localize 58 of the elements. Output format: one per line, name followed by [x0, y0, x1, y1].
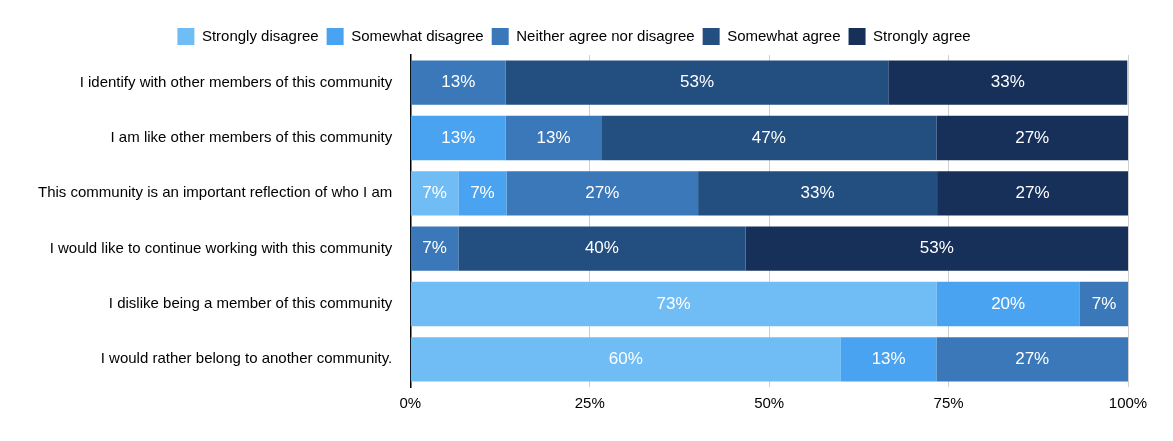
legend-label: Neither agree nor disagree [516, 26, 695, 44]
bar [1079, 281, 1128, 327]
bar [936, 337, 1128, 382]
x-tick-label: 75% [933, 394, 964, 412]
bar [506, 171, 699, 216]
bar [410, 171, 459, 216]
bar [888, 60, 1128, 105]
y-tick-label: I am like other members of this community [110, 128, 393, 146]
bar [937, 171, 1128, 216]
data-label: 7% [422, 238, 447, 258]
bar [840, 337, 937, 382]
x-tick-label: 0% [399, 394, 422, 412]
bar [458, 226, 746, 271]
data-label: 53% [680, 72, 715, 92]
bar [410, 226, 459, 271]
data-label: 13% [536, 127, 571, 147]
data-label: 27% [1015, 127, 1050, 147]
data-label: 60% [608, 349, 643, 369]
x-tick-label: 50% [754, 394, 785, 412]
bar [458, 171, 507, 216]
bar [698, 171, 938, 216]
bar [410, 281, 937, 327]
data-label: 27% [1015, 349, 1050, 369]
y-tick-label: This community is an important reflection of who I am [37, 183, 393, 201]
data-label: 13% [441, 127, 476, 147]
data-label: 53% [919, 238, 954, 258]
bar [936, 115, 1128, 161]
bar [505, 60, 889, 105]
data-label: 7% [422, 183, 447, 203]
data-label: 40% [584, 238, 619, 258]
data-label: 20% [991, 293, 1026, 313]
bar [745, 226, 1128, 271]
bar [601, 115, 937, 161]
bar [505, 115, 602, 161]
x-tick-label: 25% [574, 394, 605, 412]
y-tick-label: I identify with other members of this community [79, 72, 393, 90]
bar [410, 337, 841, 382]
data-label: 27% [1015, 183, 1050, 203]
bar [410, 60, 506, 105]
legend-label: Somewhat agree [727, 26, 841, 44]
data-label: 7% [1091, 293, 1117, 313]
data-label: 27% [585, 183, 620, 203]
data-label: 7% [470, 183, 495, 203]
legend-label: Strongly agree [873, 26, 971, 44]
data-label: 13% [871, 349, 906, 369]
data-label: 47% [751, 127, 786, 147]
data-label: 33% [800, 183, 835, 203]
legend-label: Strongly disagree [201, 26, 319, 44]
legend-label: Somewhat disagree [351, 26, 484, 44]
y-tick-label: I dislike being a member of this community [108, 294, 393, 312]
bar [410, 115, 506, 161]
data-label: 33% [990, 72, 1025, 92]
y-tick-label: I would rather belong to another community. [100, 349, 393, 367]
x-tick-label: 100% [1108, 394, 1148, 412]
data-label: 73% [656, 293, 691, 313]
bar [936, 281, 1080, 327]
data-label: 13% [441, 72, 476, 92]
y-tick-label: I would like to continue working with this community [49, 238, 393, 256]
